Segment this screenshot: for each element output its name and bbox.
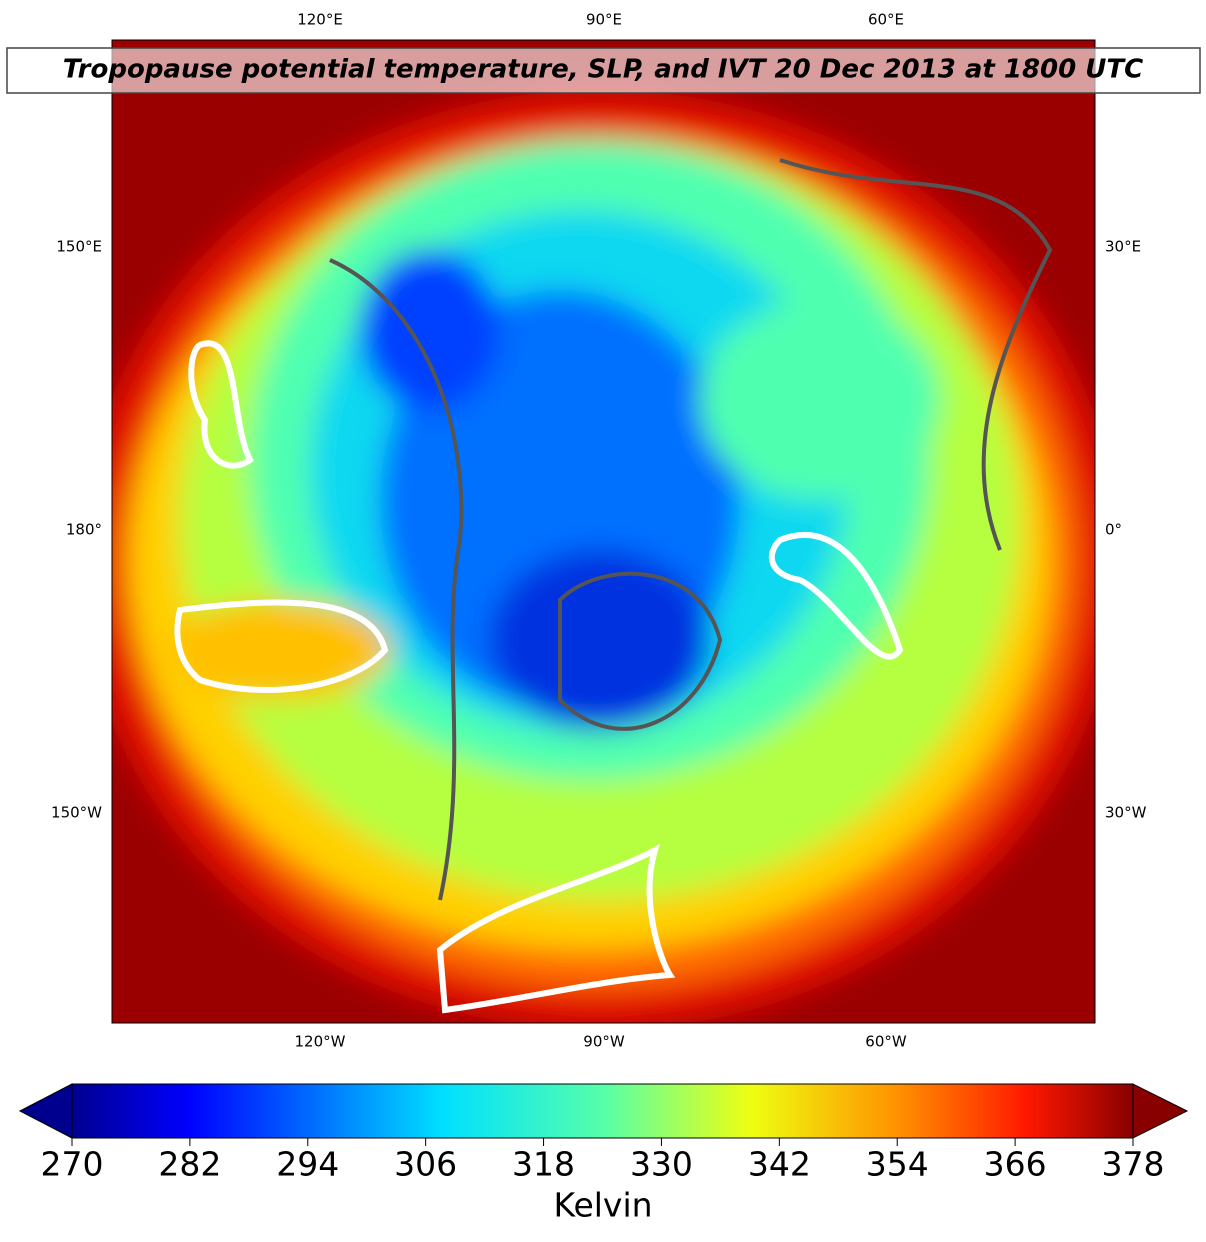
lon-label: 60°E	[868, 11, 904, 29]
lon-label: 150°W	[51, 804, 102, 822]
colorbar-tick-label: 354	[866, 1145, 929, 1184]
colorbar-tick-label: 294	[276, 1145, 339, 1184]
colorbar-extend-high	[1132, 1083, 1189, 1139]
lon-label: 90°E	[586, 11, 622, 29]
lon-label: 120°E	[297, 11, 343, 29]
lon-label: 30°W	[1105, 804, 1147, 822]
colorbar-tick-label: 366	[984, 1145, 1047, 1184]
lon-label: 0°	[1105, 521, 1122, 539]
map	[112, 40, 1095, 1023]
colorbar-tick-label: 378	[1102, 1145, 1165, 1184]
lon-label: 60°W	[865, 1033, 907, 1051]
map-frame	[111, 39, 1096, 1024]
colorbar-tick-label: 318	[512, 1145, 575, 1184]
colorbar-tick-label: 306	[394, 1145, 457, 1184]
colorbar-extend-low	[18, 1083, 73, 1139]
lon-label: 90°W	[583, 1033, 625, 1051]
colorbar-tick-label: 342	[748, 1145, 811, 1184]
title-box	[6, 47, 1201, 94]
colorbar-tick-label: 270	[41, 1145, 104, 1184]
colorbar-tick-label: 330	[630, 1145, 693, 1184]
lon-label: 150°E	[56, 238, 102, 256]
lon-label: 30°E	[1105, 238, 1141, 256]
colorbar	[71, 1083, 1134, 1139]
title: Tropopause potential temperature, SLP, a…	[63, 55, 1143, 85]
lon-label: 120°W	[295, 1033, 346, 1051]
colorbar-label: Kelvin	[553, 1186, 652, 1225]
lon-label: 180°	[66, 521, 102, 539]
colorbar-tick-label: 282	[158, 1145, 221, 1184]
